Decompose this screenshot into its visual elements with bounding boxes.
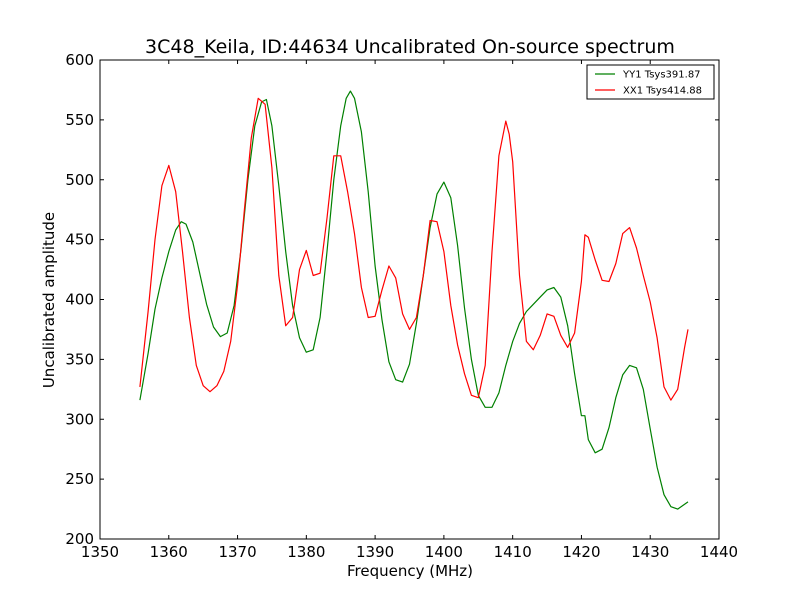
y-tick-label: 250 xyxy=(65,470,94,488)
x-tick-label: 1360 xyxy=(150,543,188,561)
x-tick-label: 1370 xyxy=(218,543,256,561)
plot-area: 1350 1360 1370 1380 1390 1400 1410 1420 1430 1440… xyxy=(65,51,738,561)
y-axis-label: Uncalibrated amplitude xyxy=(40,212,58,388)
x-axis-label: Frequency (MHz) xyxy=(347,562,473,580)
y-tick-label: 400 xyxy=(65,291,94,309)
y-tick-label: 300 xyxy=(65,410,94,428)
x-axis: 1350 1360 1370 1380 1390 1400 1410 1420 1430 1440 xyxy=(81,60,738,561)
legend-entry-1: XX1 Tsys414.88 xyxy=(623,86,702,97)
y-axis: 200 250 300 350 400 450 500 550 600 xyxy=(65,51,719,548)
y-tick-label: 200 xyxy=(65,530,94,548)
y-tick-label: 500 xyxy=(65,171,94,189)
x-tick-label: 1440 xyxy=(700,543,738,561)
series-layer xyxy=(139,90,689,510)
legend: YY1 Tsys391.87 XX1 Tsys414.88 xyxy=(586,64,715,100)
x-tick-label: 1350 xyxy=(81,543,119,561)
series-line-1 xyxy=(139,97,689,401)
legend-box xyxy=(586,64,715,100)
chart-title: 3C48_Keila, ID:44634 Uncalibrated On-sou… xyxy=(145,36,675,58)
x-tick-label: 1410 xyxy=(494,543,532,561)
y-tick-label: 450 xyxy=(65,231,94,249)
series-line-0 xyxy=(139,90,689,510)
legend-entry-0: YY1 Tsys391.87 xyxy=(622,70,701,81)
x-tick-label: 1400 xyxy=(425,543,463,561)
x-tick-label: 1420 xyxy=(562,543,600,561)
x-tick-label: 1430 xyxy=(631,543,669,561)
x-tick-label: 1380 xyxy=(287,543,325,561)
x-tick-label: 1390 xyxy=(356,543,394,561)
y-tick-label: 550 xyxy=(65,111,94,129)
y-tick-label: 350 xyxy=(65,350,94,368)
axes-frame xyxy=(100,60,719,539)
y-tick-label: 600 xyxy=(65,51,94,69)
